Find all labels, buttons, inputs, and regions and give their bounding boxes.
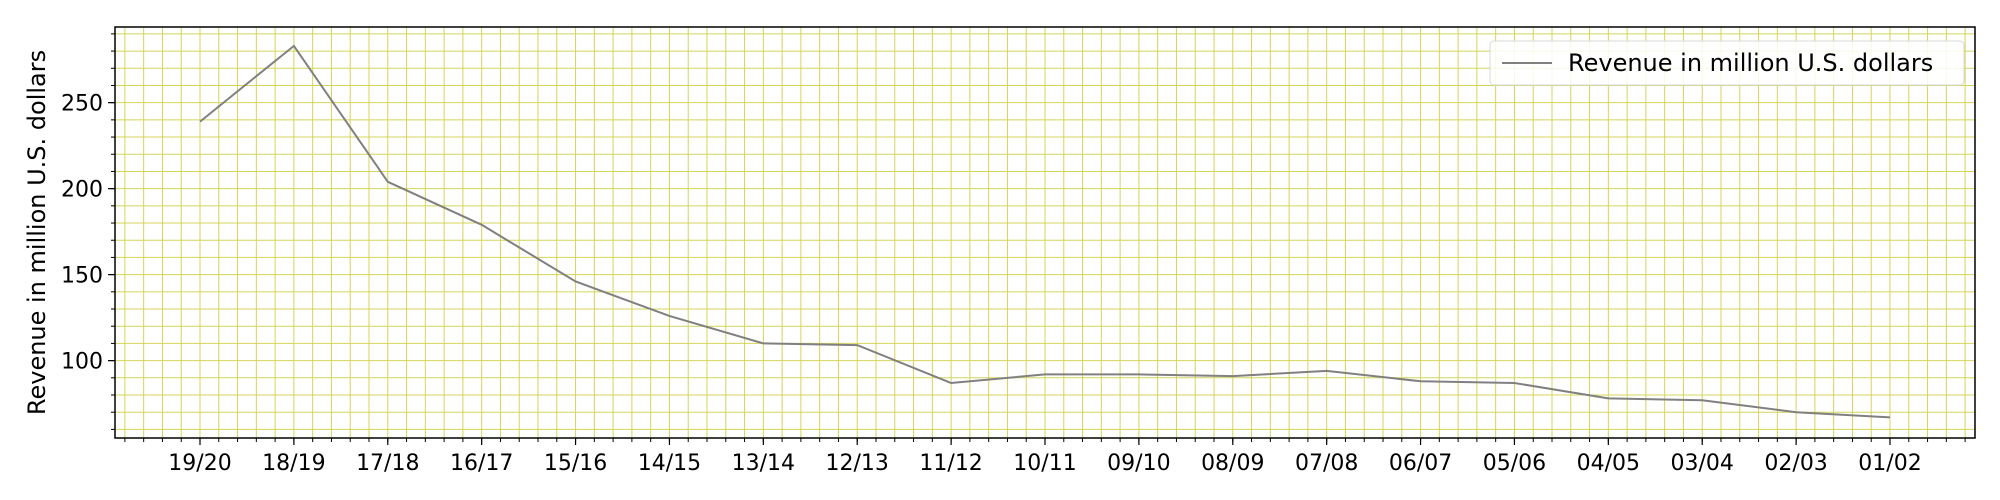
legend: Revenue in million U.S. dollars [1489, 40, 1965, 86]
legend-box [1489, 40, 1965, 86]
y-axis-label: Revenue in million U.S. dollars [23, 50, 51, 415]
x-tick-label: 18/19 [262, 451, 325, 476]
y-tick-label: 250 [61, 92, 103, 117]
x-tick-label: 19/20 [168, 451, 231, 476]
series-line-layer [199, 44, 1891, 419]
x-tick-label: 05/06 [1483, 451, 1546, 476]
x-tick-label: 13/14 [732, 451, 795, 476]
y-tick-label: 150 [61, 264, 103, 289]
series-line-0 [199, 44, 1891, 419]
x-tick-label: 10/11 [1013, 451, 1076, 476]
tick-labels: 19/20 18/19 17/18 16/17 15/16 14/15 13/14 12/13… [61, 92, 1922, 476]
legend-entry: Revenue in million U.S. dollars [1568, 49, 1933, 77]
x-tick-label: 03/04 [1671, 451, 1734, 476]
x-tick-label: 04/05 [1577, 451, 1640, 476]
x-tick-label: 11/12 [919, 451, 982, 476]
x-tick-label: 09/10 [1107, 451, 1170, 476]
x-tick-label: 16/17 [450, 451, 513, 476]
x-tick-label: 12/13 [826, 451, 889, 476]
x-tick-label: 17/18 [356, 451, 419, 476]
y-tick-label: 100 [61, 350, 103, 375]
y-tick-label: 200 [61, 178, 103, 203]
grid [115, 27, 1975, 438]
x-tick-label: 08/09 [1201, 451, 1264, 476]
x-tick-label: 15/16 [544, 451, 607, 476]
x-tick-label: 07/08 [1295, 451, 1358, 476]
x-tick-label: 01/02 [1858, 451, 1921, 476]
x-tick-label: 02/03 [1764, 451, 1827, 476]
x-tick-label: 06/07 [1389, 451, 1452, 476]
axes [108, 26, 1976, 445]
x-tick-label: 14/15 [638, 451, 701, 476]
